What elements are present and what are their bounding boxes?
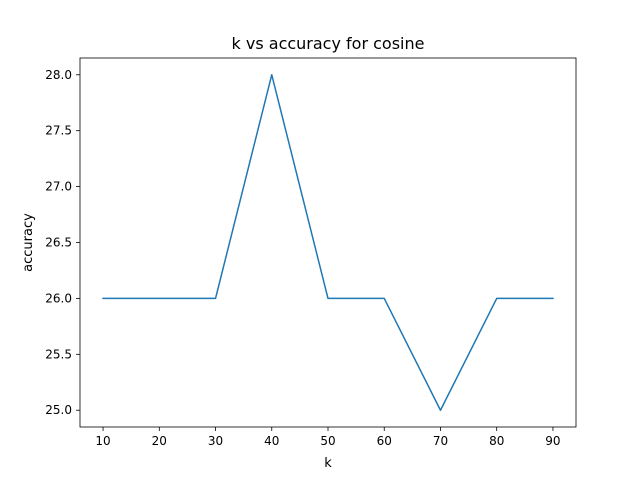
y-tick-label: 25.0 (45, 403, 72, 417)
x-tick-label: 30 (208, 434, 223, 448)
y-tick-label: 27.5 (45, 124, 72, 138)
x-tick-label: 40 (264, 434, 279, 448)
y-tick-label: 27.0 (45, 180, 72, 194)
plot-area-frame (80, 58, 576, 427)
y-tick-label: 25.5 (45, 347, 72, 361)
chart-title: k vs accuracy for cosine (232, 34, 425, 53)
x-tick-label: 10 (95, 434, 110, 448)
x-axis: 10 20 30 40 50 60 70 80 90 (95, 427, 560, 448)
x-tick-label: 50 (320, 434, 335, 448)
x-tick-label: 20 (152, 434, 167, 448)
series-layer (103, 75, 553, 410)
x-tick-label: 80 (489, 434, 504, 448)
y-axis: 25.0 25.5 26.0 26.5 27.0 27.5 28.0 (45, 68, 80, 417)
x-axis-label: k (324, 456, 332, 471)
x-tick-label: 60 (377, 434, 392, 448)
y-axis-label: accuracy (21, 213, 36, 272)
x-tick-label: 90 (545, 434, 560, 448)
y-tick-label: 26.0 (45, 291, 72, 305)
y-tick-label: 26.5 (45, 236, 72, 250)
series-line (103, 75, 553, 410)
x-tick-label: 70 (433, 434, 448, 448)
y-tick-label: 28.0 (45, 68, 72, 82)
